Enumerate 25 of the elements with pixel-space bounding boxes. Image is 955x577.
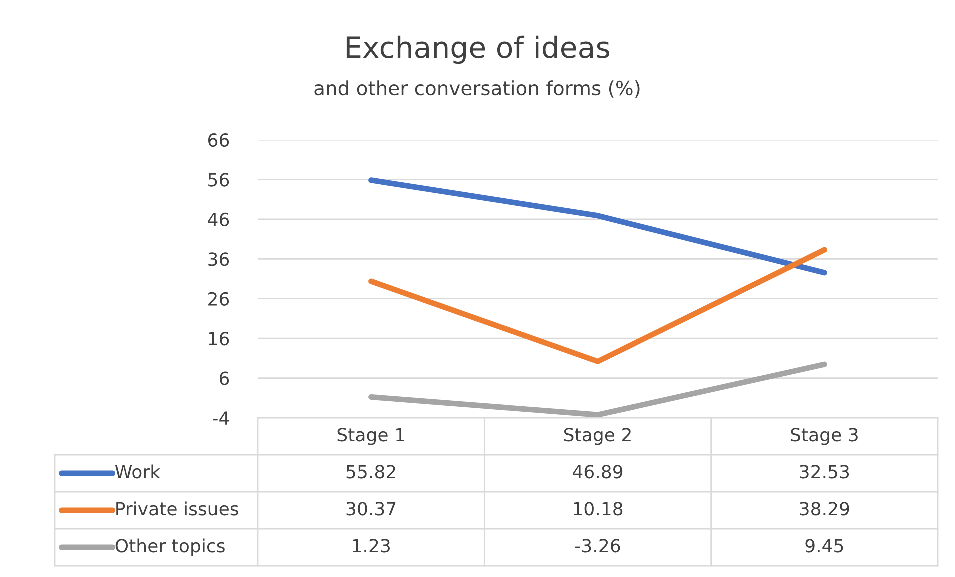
- data-label: 1.23: [353, 539, 390, 553]
- legend-label: Work: [115, 464, 161, 479]
- x-tick-label: Stage 3: [791, 428, 858, 446]
- y-tick-label: 6: [220, 372, 230, 386]
- data-label: 32.53: [800, 465, 850, 479]
- legend-label: Other topics: [116, 538, 225, 556]
- y-tick-label: 66: [208, 133, 230, 148]
- y-tick-label: 36: [208, 252, 230, 266]
- y-tick-label: -4: [213, 412, 230, 425]
- y-tick-label: 26: [208, 292, 230, 306]
- data-label: 30.37: [346, 502, 396, 516]
- data-label: -3.26: [576, 539, 620, 553]
- data-label: 55.82: [346, 465, 396, 479]
- data-label: 10.18: [574, 502, 623, 516]
- y-tick-label: 16: [209, 332, 230, 346]
- x-tick-label: Stage 2: [564, 428, 631, 446]
- y-tick-label: 46: [208, 212, 230, 227]
- data-label: 46.89: [573, 465, 623, 479]
- data-label: 38.29: [800, 502, 850, 516]
- x-tick-label: Stage 1: [338, 428, 404, 446]
- data-label: 9.45: [806, 539, 844, 553]
- chart-title: Exchange of ideas: [346, 36, 610, 64]
- y-tick-label: 56: [208, 173, 230, 187]
- legend-label: Private issues: [116, 502, 238, 516]
- chart-subtitle: and other conversation forms (%): [314, 80, 640, 98]
